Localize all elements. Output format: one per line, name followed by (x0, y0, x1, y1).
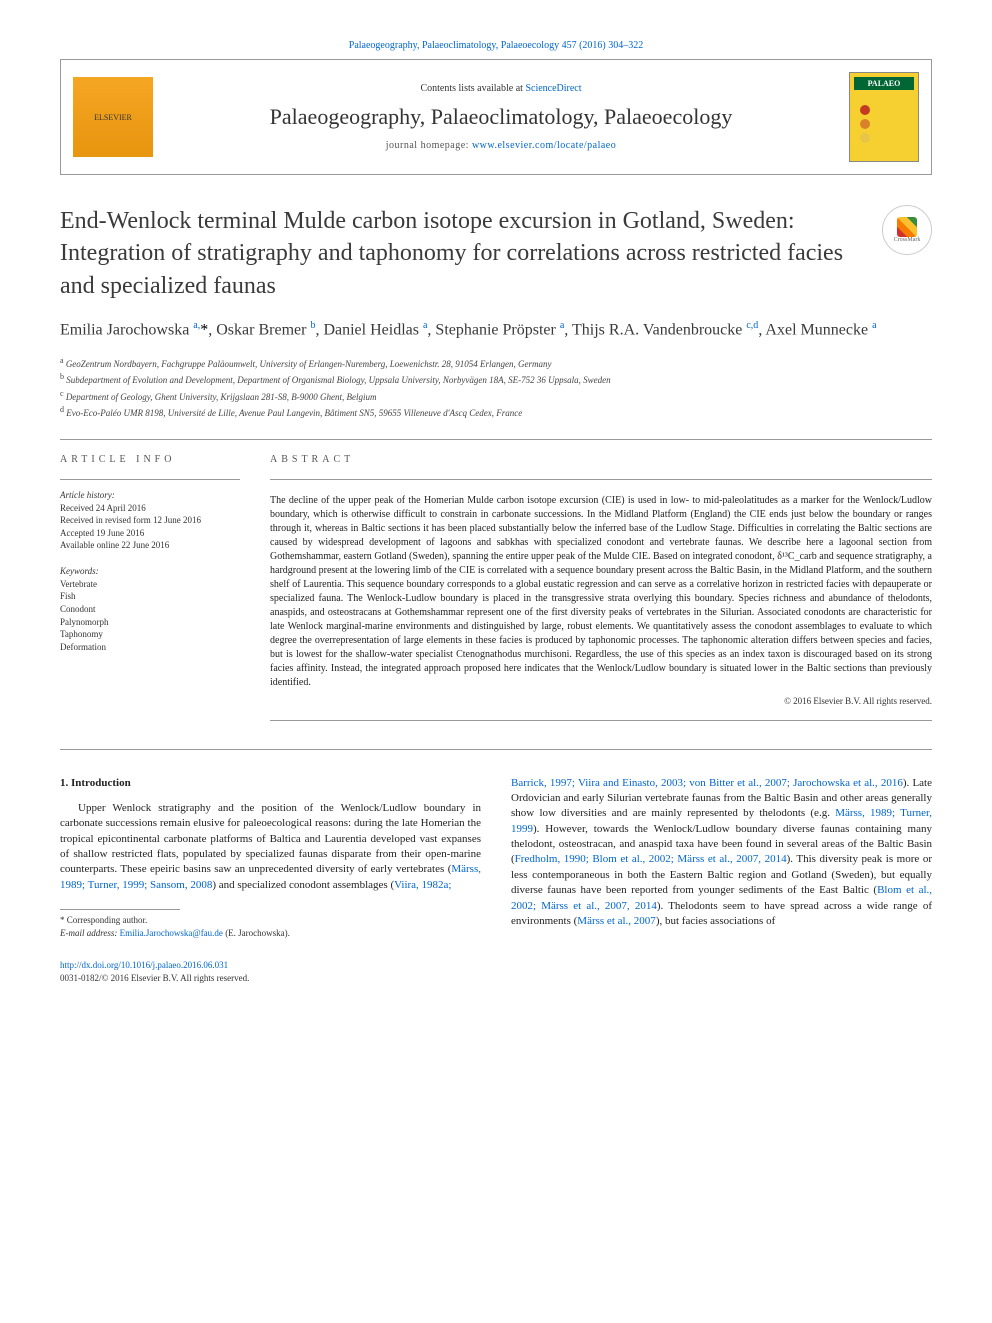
intro-heading: 1. Introduction (60, 776, 481, 791)
history-item: Received in revised form 12 June 2016 (60, 514, 240, 527)
elsevier-logo-label: ELSEVIER (94, 113, 132, 122)
homepage-prefix: journal homepage: (386, 140, 472, 151)
sciencedirect-link[interactable]: ScienceDirect (525, 83, 581, 94)
journal-cover-thumbnail: PALAEO (849, 72, 919, 162)
keyword-item: Deformation (60, 641, 240, 654)
affiliations: a GeoZentrum Nordbayern, Fachgruppe Palä… (60, 355, 932, 421)
header-citation: Palaeogeography, Palaeoclimatology, Pala… (60, 40, 932, 51)
intro-paragraph: Upper Wenlock stratigraphy and the posit… (60, 801, 481, 893)
affiliation-line: a GeoZentrum Nordbayern, Fachgruppe Palä… (60, 355, 932, 372)
history-item: Available online 22 June 2016 (60, 539, 240, 552)
journal-name: Palaeogeography, Palaeoclimatology, Pala… (168, 104, 834, 130)
author-email-link[interactable]: Emilia.Jarochowska@fau.de (120, 928, 223, 938)
divider (60, 749, 932, 750)
divider (60, 479, 240, 480)
corresponding-author-note: * Corresponding author. (60, 914, 481, 927)
cover-dot (860, 119, 870, 129)
divider (60, 439, 932, 440)
body-column-left: 1. Introduction Upper Wenlock stratigrap… (60, 776, 481, 985)
keywords-label: Keywords: (60, 566, 240, 576)
keyword-item: Palynomorph (60, 616, 240, 629)
email-name: (E. Jarochowska). (223, 928, 290, 938)
abstract-text: The decline of the upper peak of the Hom… (270, 494, 932, 690)
email-footnote: E-mail address: Emilia.Jarochowska@fau.d… (60, 927, 481, 940)
cover-title: PALAEO (854, 77, 914, 90)
crossmark-label: CrossMark (894, 237, 921, 243)
footnote-divider (60, 909, 180, 910)
article-info-label: ARTICLE INFO (60, 454, 240, 465)
homepage-line: journal homepage: www.elsevier.com/locat… (168, 140, 834, 151)
copyright-line: © 2016 Elsevier B.V. All rights reserved… (270, 696, 932, 706)
cover-dots (854, 105, 914, 143)
history-item: Received 24 April 2016 (60, 502, 240, 515)
doi-link[interactable]: http://dx.doi.org/10.1016/j.palaeo.2016.… (60, 960, 228, 970)
body-column-right: Barrick, 1997; Viira and Einasto, 2003; … (511, 776, 932, 985)
cover-dot (860, 133, 870, 143)
issn-line: 0031-0182/© 2016 Elsevier B.V. All right… (60, 973, 249, 983)
abstract-label: ABSTRACT (270, 454, 932, 465)
keyword-item: Fish (60, 590, 240, 603)
keyword-item: Taphonomy (60, 628, 240, 641)
affiliation-line: b Subdepartment of Evolution and Develop… (60, 371, 932, 388)
keyword-item: Vertebrate (60, 578, 240, 591)
intro-paragraph-continued: Barrick, 1997; Viira and Einasto, 2003; … (511, 776, 932, 930)
affiliation-line: c Department of Geology, Ghent Universit… (60, 388, 932, 405)
footer-block: http://dx.doi.org/10.1016/j.palaeo.2016.… (60, 959, 481, 984)
divider (270, 479, 932, 480)
history-label: Article history: (60, 490, 240, 500)
article-info-column: ARTICLE INFO Article history: Received 2… (60, 454, 240, 735)
journal-header-center: Contents lists available at ScienceDirec… (153, 83, 849, 151)
affiliation-line: d Evo-Eco-Paléo UMR 8198, Université de … (60, 404, 932, 421)
article-title: End-Wenlock terminal Mulde carbon isotop… (60, 205, 862, 302)
contents-line: Contents lists available at ScienceDirec… (168, 83, 834, 94)
journal-header-box: ELSEVIER Contents lists available at Sci… (60, 59, 932, 175)
abstract-column: ABSTRACT The decline of the upper peak o… (270, 454, 932, 735)
crossmark-icon (897, 217, 917, 237)
crossmark-badge[interactable]: CrossMark (882, 205, 932, 255)
homepage-link[interactable]: www.elsevier.com/locate/palaeo (472, 140, 616, 151)
keyword-item: Conodont (60, 603, 240, 616)
contents-prefix: Contents lists available at (420, 83, 525, 94)
elsevier-logo: ELSEVIER (73, 77, 153, 157)
authors-line: Emilia Jarochowska a,*, Oskar Bremer b, … (60, 318, 932, 342)
email-label: E-mail address: (60, 928, 120, 938)
divider (270, 720, 932, 721)
history-item: Accepted 19 June 2016 (60, 527, 240, 540)
cover-dot (860, 105, 870, 115)
